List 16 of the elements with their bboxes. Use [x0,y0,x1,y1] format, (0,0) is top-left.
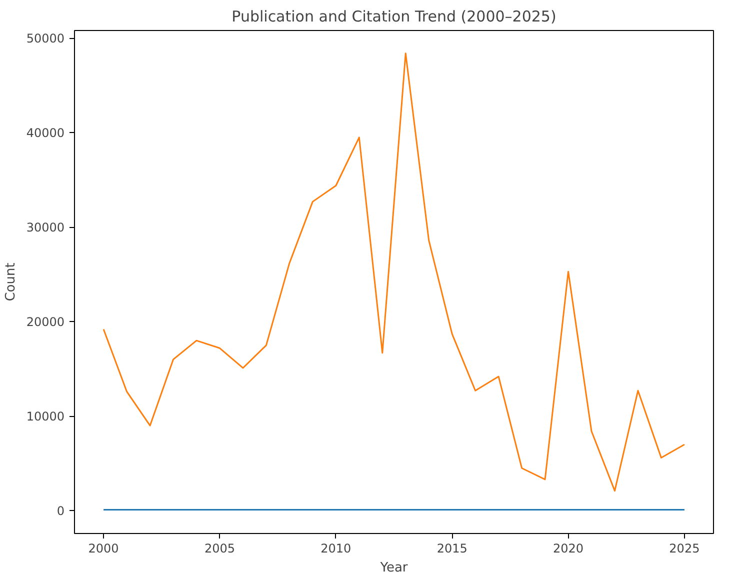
y-tick-label: 20000 [26,315,65,330]
y-tick-label: 0 [56,504,65,518]
x-axis-title: Year [379,560,408,576]
chart-title: Publication and Citation Trend (2000–2025) [232,8,556,26]
line-series [102,52,686,492]
x-tick-label: 2020 [553,542,584,556]
x-tick-label: 2015 [436,542,468,556]
y-tick-label: 50000 [26,32,65,46]
x-tick-label: 2005 [204,542,236,556]
y-tick-label: 30000 [26,220,65,235]
x-tick-label: 2000 [88,542,119,556]
y-tick-label: 10000 [26,410,65,424]
x-tick-label: 2010 [320,542,352,556]
x-tick-label: 2025 [669,542,700,556]
y-axis-title: Count [3,262,18,302]
y-tick-label: 40000 [26,126,65,140]
